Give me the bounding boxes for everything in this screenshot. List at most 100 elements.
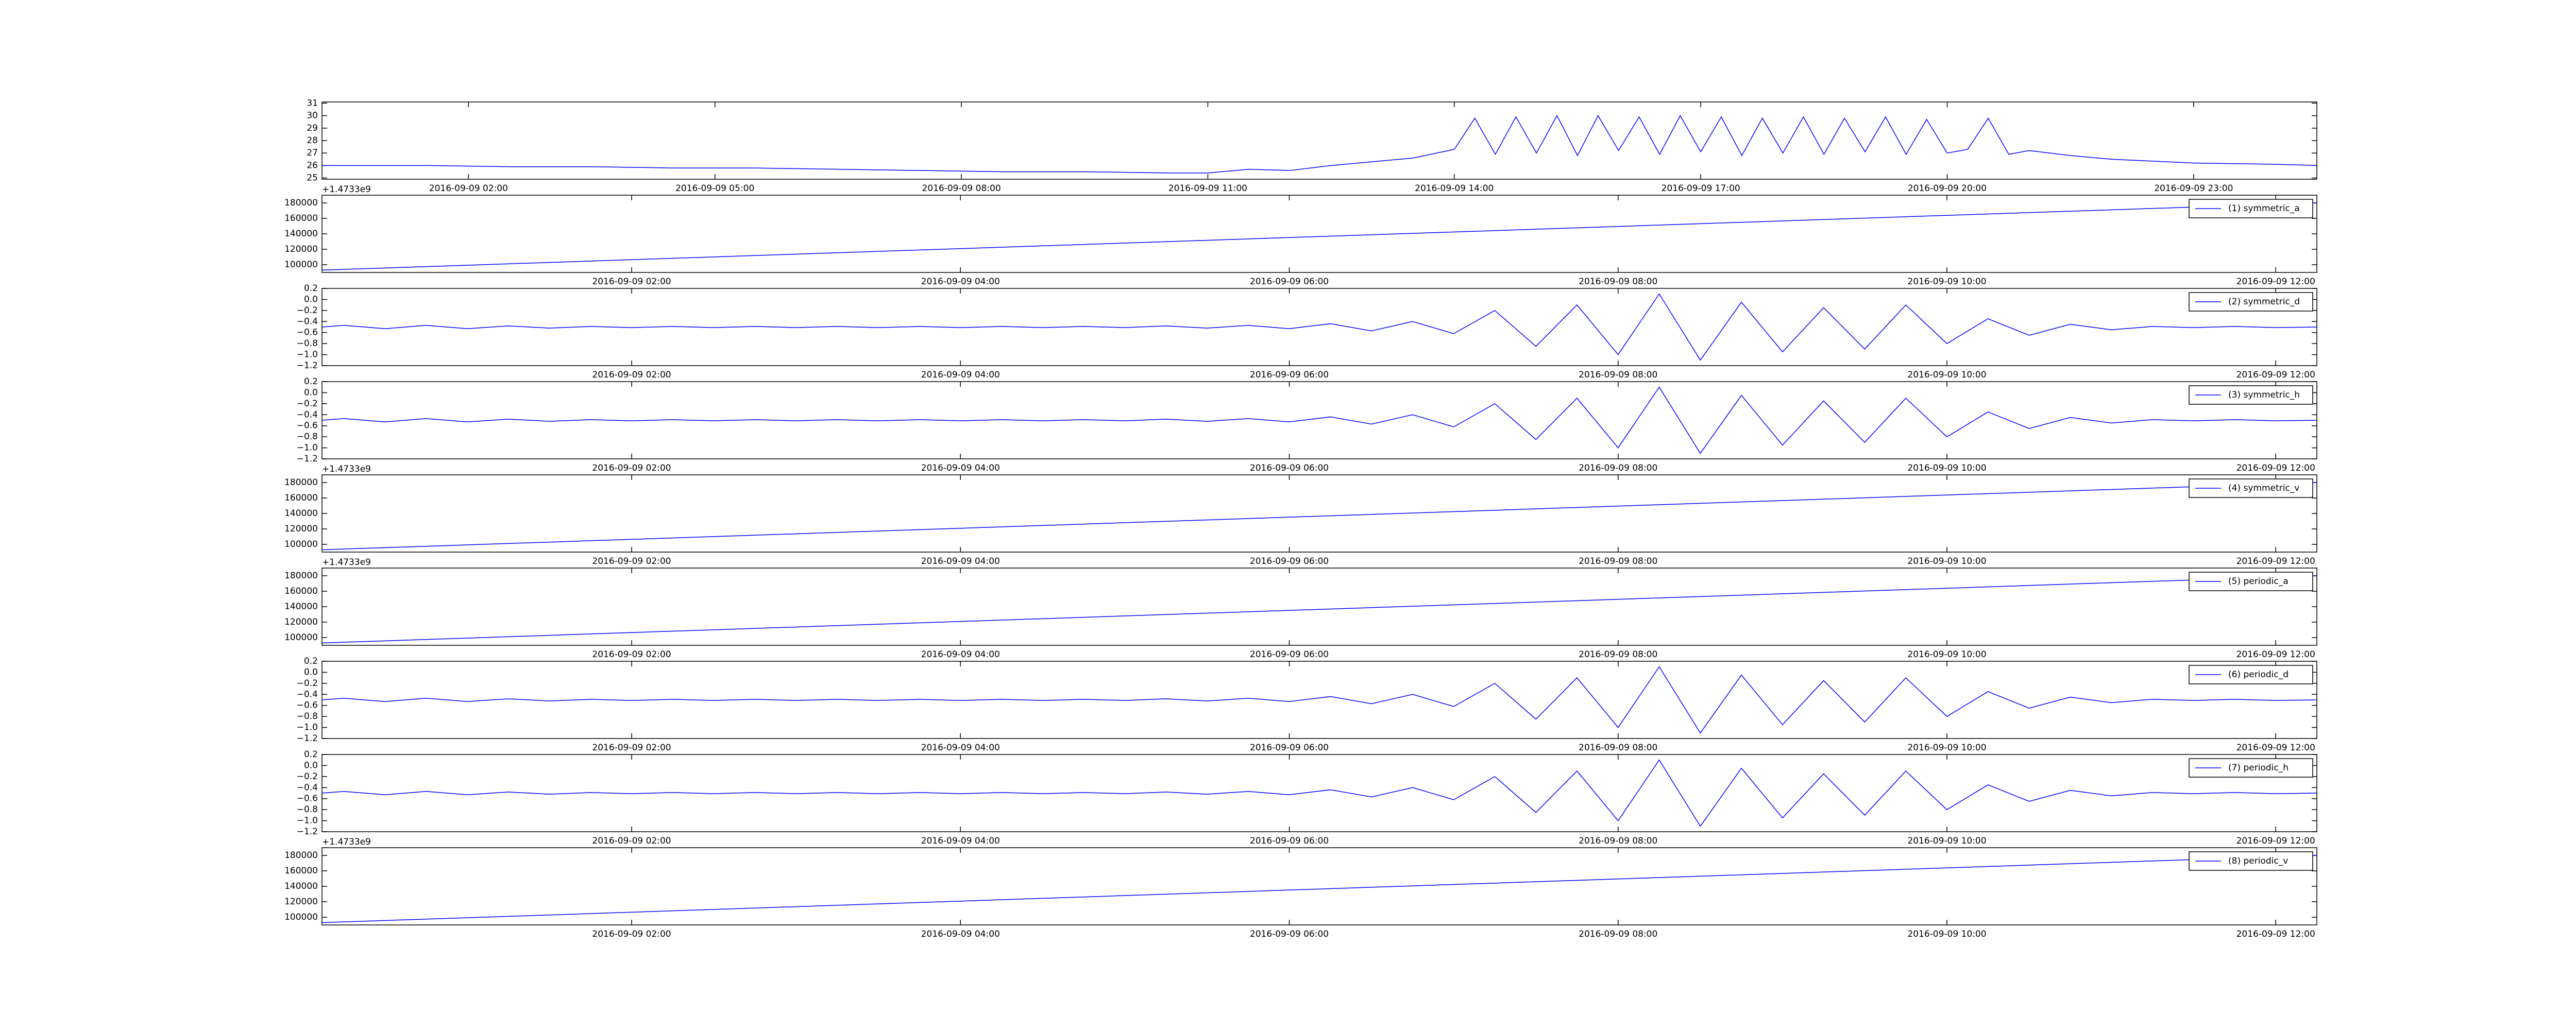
x-tick-label: 2016-09-09 12:00 — [2236, 743, 2315, 753]
y-tick-label: 0.0 — [304, 667, 318, 677]
x-tick-label: 2016-09-09 04:00 — [921, 929, 1000, 939]
y-tick-label: −1.2 — [297, 733, 318, 744]
x-tick-label: 2016-09-09 10:00 — [1907, 836, 1986, 846]
y-tick-label: 0.0 — [304, 760, 318, 770]
y-tick-label: 27 — [307, 148, 318, 158]
y-tick-label: −0.6 — [297, 794, 318, 804]
x-tick-label: 2016-09-09 02:00 — [592, 929, 671, 939]
axes-frame — [321, 101, 2317, 180]
y-tick-label: 0.2 — [304, 376, 318, 387]
data-line — [321, 202, 2317, 271]
y-tick-label: −0.8 — [297, 432, 318, 442]
legend-label: (5) periodic_a — [2228, 576, 2289, 587]
y-tick-label: 100000 — [284, 539, 318, 550]
y-tick-label: −0.2 — [297, 399, 318, 409]
x-tick-label: 2016-09-09 12:00 — [2236, 277, 2315, 287]
y-tick-label: −1.0 — [297, 723, 318, 733]
x-tick-label: 2016-09-09 02:00 — [592, 463, 671, 473]
x-tick-label: 2016-09-09 08:00 — [1579, 836, 1657, 846]
y-tick-label: −0.8 — [297, 338, 318, 349]
y-tick-label: 100000 — [284, 260, 318, 270]
data-line — [321, 759, 2317, 827]
x-tick-label: 2016-09-09 02:00 — [592, 743, 671, 753]
x-tick-label: 2016-09-09 12:00 — [2236, 556, 2315, 566]
x-tick-label: 2016-09-09 04:00 — [921, 277, 1000, 287]
y-tick-label: 29 — [307, 123, 318, 133]
x-tick-label: 2016-09-09 08:00 — [1579, 649, 1657, 660]
y-tick-label: 26 — [307, 160, 318, 170]
axes-frame — [321, 568, 2317, 646]
y-tick-label: 0.2 — [304, 656, 318, 666]
x-tick-label: 2016-09-09 02:00 — [592, 277, 671, 287]
x-tick-label: 2016-09-09 10:00 — [1907, 743, 1986, 753]
y-tick-label: −0.4 — [297, 316, 318, 327]
y-tick-label: 120000 — [284, 524, 318, 534]
y-tick-label: 180000 — [284, 477, 318, 488]
x-tick-label: 2016-09-09 11:00 — [1168, 183, 1247, 194]
x-tick-label: 2016-09-09 08:00 — [1579, 556, 1657, 566]
x-tick-label: 2016-09-09 04:00 — [921, 836, 1000, 846]
axes-frame — [321, 474, 2317, 553]
y-tick-label: 180000 — [284, 850, 318, 861]
y-tick-label: 25 — [307, 173, 318, 183]
x-tick-label: 2016-09-09 20:00 — [1908, 183, 1987, 194]
data-line — [321, 386, 2317, 454]
x-tick-label: 2016-09-09 08:00 — [1579, 277, 1657, 287]
x-tick-label: 2016-09-09 04:00 — [921, 743, 1000, 753]
y-tick-label: −0.8 — [297, 711, 318, 722]
x-tick-label: 2016-09-09 08:00 — [1579, 463, 1657, 473]
y-offset-text: +1.4733e9 — [322, 837, 371, 847]
y-tick-label: −0.2 — [297, 305, 318, 316]
x-tick-label: 2016-09-09 02:00 — [592, 836, 671, 846]
legend-label: (1) symmetric_a — [2228, 203, 2300, 214]
legend-label: (3) symmetric_h — [2228, 390, 2300, 400]
x-tick-label: 2016-09-09 12:00 — [2236, 929, 2315, 939]
data-line — [321, 666, 2317, 734]
data-line — [321, 575, 2317, 644]
x-tick-label: 2016-09-09 06:00 — [1250, 929, 1329, 939]
y-tick-label: 0.2 — [304, 749, 318, 760]
x-tick-label: 2016-09-09 12:00 — [2236, 370, 2315, 380]
x-tick-label: 2016-09-09 04:00 — [921, 370, 1000, 380]
y-tick-label: 140000 — [284, 229, 318, 239]
y-tick-label: 28 — [307, 135, 318, 146]
legend-label: (7) periodic_h — [2228, 763, 2289, 773]
y-tick-label: 160000 — [284, 586, 318, 596]
y-tick-label: 0.0 — [304, 387, 318, 398]
y-offset-text: +1.4733e9 — [322, 464, 371, 474]
y-tick-label: −0.6 — [297, 328, 318, 338]
x-tick-label: 2016-09-09 10:00 — [1907, 370, 1986, 380]
x-tick-label: 2016-09-09 04:00 — [921, 556, 1000, 566]
x-tick-label: 2016-09-09 06:00 — [1250, 743, 1329, 753]
data-line — [321, 293, 2317, 361]
x-tick-label: 2016-09-09 06:00 — [1250, 463, 1329, 473]
x-tick-label: 2016-09-09 10:00 — [1907, 929, 1986, 939]
y-tick-label: −1.0 — [297, 443, 318, 453]
y-tick-label: 0.2 — [304, 283, 318, 294]
x-tick-label: 2016-09-09 04:00 — [921, 649, 1000, 660]
x-tick-label: 2016-09-09 04:00 — [921, 463, 1000, 473]
x-tick-label: 2016-09-09 23:00 — [2154, 183, 2233, 194]
y-tick-label: 120000 — [284, 244, 318, 254]
y-tick-label: −1.0 — [297, 350, 318, 360]
y-offset-text: +1.4733e9 — [322, 557, 371, 568]
y-tick-label: 140000 — [284, 881, 318, 891]
x-tick-label: 2016-09-09 08:00 — [1579, 743, 1657, 753]
legend-label: (8) periodic_v — [2228, 856, 2288, 866]
y-tick-label: 140000 — [284, 602, 318, 612]
y-tick-label: −0.6 — [297, 421, 318, 431]
y-tick-label: 140000 — [284, 508, 318, 519]
x-tick-label: 2016-09-09 12:00 — [2236, 836, 2315, 846]
y-tick-label: 30 — [307, 111, 318, 121]
y-tick-label: −0.8 — [297, 804, 318, 815]
x-tick-label: 2016-09-09 02:00 — [592, 370, 671, 380]
y-tick-label: 100000 — [284, 912, 318, 922]
y-tick-label: −1.2 — [297, 454, 318, 464]
y-tick-label: −0.6 — [297, 700, 318, 711]
y-offset-text: +1.4733e9 — [322, 184, 371, 195]
y-tick-label: 0.0 — [304, 294, 318, 304]
x-tick-label: 2016-09-09 17:00 — [1662, 183, 1740, 194]
x-tick-label: 2016-09-09 02:00 — [592, 649, 671, 660]
y-tick-label: −1.0 — [297, 816, 318, 826]
